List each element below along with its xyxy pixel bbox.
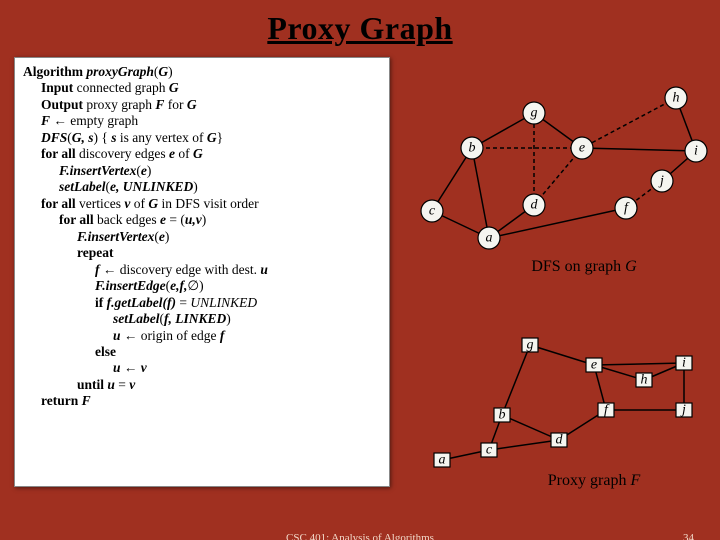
algo-line: F.insertEdge(e,f,∅) bbox=[23, 278, 381, 294]
graph1-caption: DFS on graph G bbox=[531, 258, 637, 275]
algo-line: repeat bbox=[23, 245, 381, 261]
algo-line: for all discovery edges e of G bbox=[23, 146, 381, 162]
node-label: e bbox=[579, 141, 585, 156]
node-label: h bbox=[641, 373, 648, 388]
dfs-graph: abcdefghijDFS on graph G bbox=[394, 53, 714, 283]
node-label: b bbox=[469, 141, 476, 156]
back-edge bbox=[582, 98, 676, 148]
graphs-panel: abcdefghijDFS on graph G abcdefghijProxy… bbox=[394, 53, 714, 493]
proxy-edge bbox=[489, 440, 559, 450]
algo-line: u ← origin of edge f bbox=[23, 328, 381, 344]
node-label: a bbox=[486, 231, 493, 246]
node-label: i bbox=[694, 144, 698, 159]
proxy-graph: abcdefghijProxy graph F bbox=[394, 285, 714, 490]
algo-line: else bbox=[23, 344, 381, 360]
slide-title: Proxy Graph bbox=[0, 0, 720, 53]
node-label: e bbox=[591, 358, 597, 373]
proxy-edge bbox=[502, 345, 530, 415]
node-label: d bbox=[531, 198, 539, 213]
discovery-edge bbox=[472, 148, 489, 238]
algo-line: F ← empty graph bbox=[23, 113, 381, 129]
algo-line: if f.getLabel(f) = UNLINKED bbox=[23, 295, 381, 311]
algo-line: until u = v bbox=[23, 377, 381, 393]
algo-line: Algorithm proxyGraph(G) bbox=[23, 64, 381, 80]
proxy-edge bbox=[530, 345, 594, 365]
algo-line: Input connected graph G bbox=[23, 80, 381, 96]
graph2-caption: Proxy graph F bbox=[548, 472, 641, 489]
algo-line: for all back edges e = (u,v) bbox=[23, 212, 381, 228]
node-label: c bbox=[429, 204, 436, 219]
node-label: b bbox=[499, 408, 506, 423]
proxy-edge bbox=[594, 363, 684, 365]
algo-line: setLabel(e, UNLINKED) bbox=[23, 179, 381, 195]
algo-line: for all vertices v of G in DFS visit ord… bbox=[23, 196, 381, 212]
algo-line: DFS(G, s) { s is any vertex of G} bbox=[23, 130, 381, 146]
node-label: g bbox=[527, 338, 534, 353]
node-label: a bbox=[439, 453, 446, 468]
page-number: 34 bbox=[683, 532, 694, 540]
algo-line: return F bbox=[23, 393, 381, 409]
algo-line: F.insertVertex(e) bbox=[23, 229, 381, 245]
algo-line: setLabel(f, LINKED) bbox=[23, 311, 381, 327]
node-label: i bbox=[682, 356, 686, 371]
footer-center: CSC 401: Analysis of Algorithms bbox=[286, 532, 434, 540]
node-label: h bbox=[673, 91, 680, 106]
algo-line: Output proxy graph F for G bbox=[23, 97, 381, 113]
content-area: Algorithm proxyGraph(G)Input connected g… bbox=[0, 53, 720, 513]
algo-line: f ← discovery edge with dest. u bbox=[23, 262, 381, 278]
algo-line: F.insertVertex(e) bbox=[23, 163, 381, 179]
node-label: g bbox=[531, 106, 538, 121]
node-label: c bbox=[486, 443, 493, 458]
node-label: d bbox=[556, 433, 564, 448]
discovery-edge bbox=[582, 148, 696, 151]
algorithm-box: Algorithm proxyGraph(G)Input connected g… bbox=[14, 57, 390, 487]
algo-line: u ← v bbox=[23, 360, 381, 376]
